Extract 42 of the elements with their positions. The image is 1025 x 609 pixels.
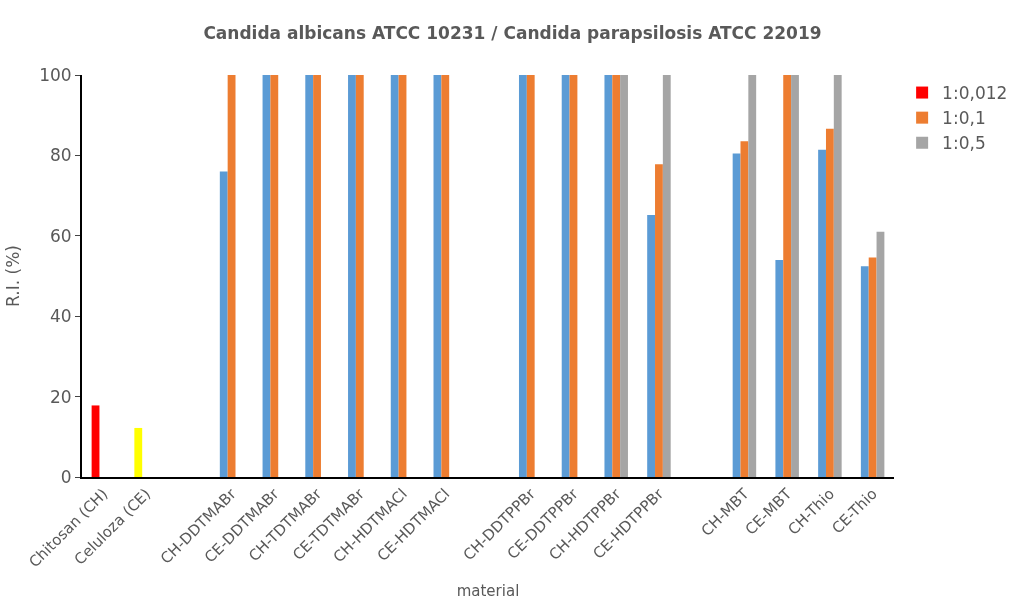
y-tick-label: 60 [49, 225, 72, 246]
y-tick-label: 100 [39, 64, 72, 85]
bar [305, 75, 314, 477]
bar [647, 214, 656, 477]
bar [227, 75, 236, 477]
x-axis-title: material [456, 581, 520, 600]
bar [526, 75, 535, 477]
bar [868, 257, 877, 477]
bar [791, 75, 799, 477]
bar [748, 75, 757, 477]
chart-title: Candida albicans ATCC 10231 / Candida parapsilosis ATCC 22019 [203, 23, 822, 44]
bar [833, 75, 842, 477]
y-tick-label: 80 [49, 145, 72, 166]
bar [612, 75, 621, 477]
bar [561, 75, 570, 477]
bar [270, 75, 279, 477]
bar [655, 164, 663, 477]
bar [91, 405, 100, 477]
bar [783, 75, 792, 477]
bar [313, 75, 321, 477]
y-axis-title: R.I. (%) [3, 245, 24, 307]
bar [604, 75, 613, 477]
bar [355, 75, 364, 477]
bar [732, 153, 741, 477]
y-tick-label: 20 [49, 386, 72, 407]
bar [620, 75, 628, 477]
bar [348, 75, 356, 477]
bar [134, 427, 143, 477]
bar [390, 75, 399, 477]
bar [219, 171, 228, 477]
bar [441, 75, 450, 477]
bar [825, 128, 834, 477]
bar [818, 149, 826, 477]
bar [775, 259, 784, 477]
y-tick-label: 0 [60, 466, 72, 487]
legend-label: 1:0,1 [942, 108, 986, 129]
legend-label: 1:0,012 [942, 83, 1008, 104]
y-tick-label: 40 [49, 306, 72, 327]
bar [518, 75, 527, 477]
bar [662, 75, 671, 477]
bar [860, 266, 869, 477]
legend-label: 1:0,5 [942, 133, 986, 154]
